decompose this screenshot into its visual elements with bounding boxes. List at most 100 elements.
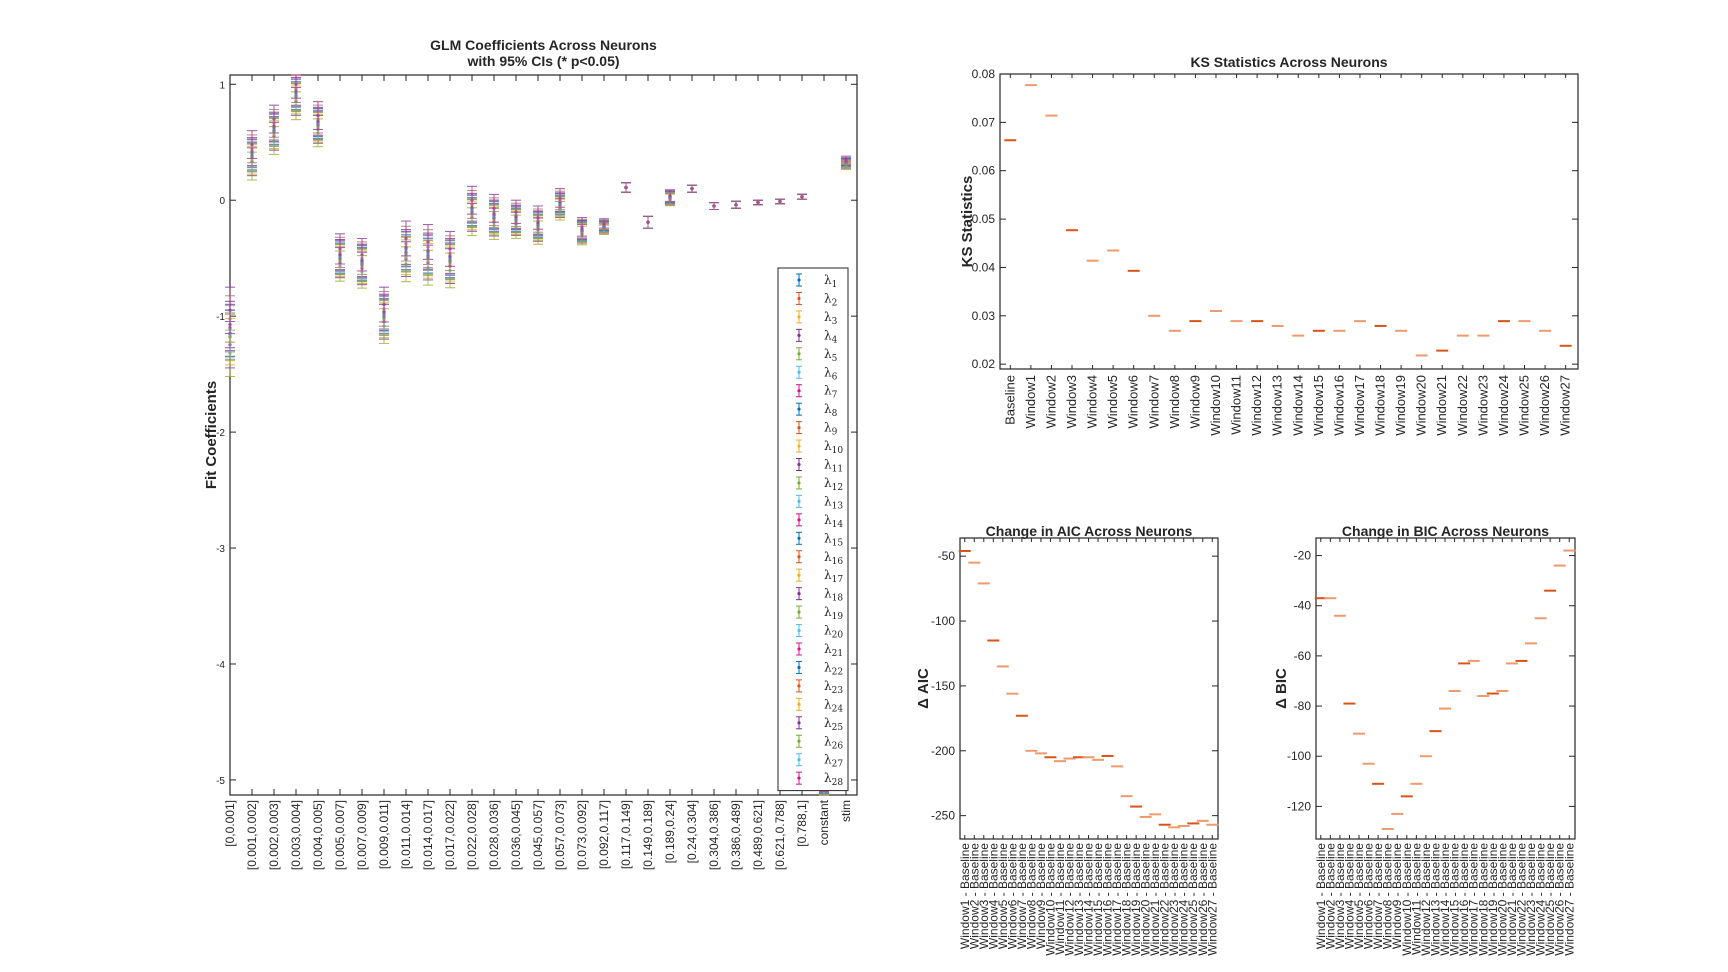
glm-ytick-label: -5	[216, 776, 225, 787]
glm-xtick-label: [0,0.001]	[223, 800, 237, 847]
glm-point	[448, 247, 452, 251]
glm-point	[536, 216, 540, 220]
legend-item: λ24	[796, 697, 843, 714]
ks-chart: 0.08 0.07 0.06 0.05 0.04 0.03 0.02 Baseline Wind…	[972, 67, 1579, 436]
glm-point	[338, 247, 342, 251]
bic-xtick-label: Window19 - Baseline	[1486, 843, 1500, 956]
legend-marker-icon	[797, 333, 801, 337]
glm-errorbar	[401, 220, 411, 257]
legend-label: λ24	[824, 697, 843, 714]
ks-xtick-label: Window5	[1105, 375, 1120, 428]
ks-xtick-label: Window20	[1414, 375, 1429, 436]
glm-errorbar	[511, 199, 521, 224]
legend-item: λ27	[796, 753, 843, 770]
aic-ytick-label: -100	[931, 614, 955, 628]
ks-xtick-label: Window11	[1229, 375, 1244, 435]
glm-xtick-label: [0.621,0.788]	[773, 800, 787, 870]
aic-ytick-label: -150	[931, 679, 955, 693]
legend-marker-icon	[797, 315, 801, 319]
bic-ytick-label: -20	[1294, 549, 1312, 563]
glm-xtick-label: [0.304,0.386]	[707, 800, 721, 870]
legend-marker-icon	[797, 536, 801, 540]
glm-xtick-label: [0.007,0.009]	[355, 800, 369, 870]
aic-xtick-label: Window11 - Baseline	[1053, 843, 1067, 955]
legend-marker-icon	[797, 684, 801, 688]
legend-marker-icon	[797, 573, 801, 577]
aic-xtick-label: Window23 - Baseline	[1167, 843, 1181, 956]
aic-xtick-label: Window22 - Baseline	[1158, 843, 1172, 956]
ks-axes-box	[999, 73, 1579, 370]
legend-item: λ16	[796, 550, 843, 567]
glm-legend: λ1λ2λ3λ4λ5λ6λ7λ8λ9λ10λ11λ12λ13λ14λ15λ16λ…	[777, 267, 849, 792]
legend-item: λ1	[796, 273, 837, 290]
bic-xtick-label: Window7 - Baseline	[1371, 843, 1385, 949]
legend-marker-icon	[797, 296, 801, 301]
bic-ytick-label: -120	[1287, 799, 1311, 813]
legend-label: λ27	[824, 753, 843, 770]
legend-item: λ18	[796, 587, 843, 604]
legend-marker-icon	[797, 462, 801, 467]
ks-ytick-label: 0.02	[972, 357, 996, 371]
bic-xtick-label: Window11 - Baseline	[1409, 843, 1423, 955]
glm-errorbar	[797, 193, 807, 200]
ks-xtick-label: Window1	[1023, 375, 1038, 428]
legend-label: λ25	[824, 716, 843, 733]
legend-label: λ16	[824, 550, 843, 567]
bic-xtick-label: Window24 - Baseline	[1534, 843, 1548, 956]
aic-xtick-label: Window18 - Baseline	[1120, 843, 1134, 956]
glm-errorbar	[555, 188, 565, 208]
legend-item: λ10	[796, 439, 843, 456]
legend-label: λ23	[824, 679, 843, 696]
glm-ylabel: Fit Coefficients	[203, 381, 220, 489]
legend-marker-icon	[797, 776, 801, 780]
bic-xtick-label: Window25 - Baseline	[1543, 843, 1557, 956]
legend-item: λ14	[796, 513, 843, 530]
glm-xtick-label: stim	[839, 800, 853, 822]
aic-xtick-label: Window1 - Baseline	[958, 843, 972, 949]
bic-title: Change in BIC Across Neurons	[1342, 523, 1549, 539]
ks-xtick-label: Window9	[1187, 375, 1202, 428]
glm-errorbar	[357, 237, 367, 272]
bic-xtick-label: Window17 - Baseline	[1467, 843, 1481, 956]
aic-ytick-label: -250	[931, 809, 955, 823]
glm-xtick-label: [0.002,0.003]	[267, 800, 281, 870]
legend-marker-icon	[797, 518, 801, 522]
aic-xtick-label: Window6 - Baseline	[1005, 843, 1019, 949]
legend-label: λ18	[824, 587, 843, 604]
glm-xtick-label: [0.045,0.057]	[531, 800, 545, 870]
aic-xtick-label: Window21 - Baseline	[1148, 843, 1162, 956]
ks-ytick-label: 0.06	[972, 164, 996, 178]
glm-xtick-label: [0.489,0.621]	[751, 800, 765, 870]
legend-item: λ7	[796, 384, 838, 401]
ks-xtick-label: Window16	[1331, 375, 1346, 436]
glm-point	[404, 236, 408, 241]
legend-box	[777, 267, 849, 792]
legend-label: λ28	[824, 771, 843, 788]
ks-ytick-label: 0.08	[972, 67, 996, 81]
bic-xtick-label: Window4 - Baseline	[1342, 843, 1356, 949]
glm-point	[756, 200, 760, 205]
aic-xtick-label: Window7 - Baseline	[1015, 843, 1029, 949]
legend-label: λ12	[824, 476, 843, 493]
ks-xtick-label: Baseline	[1002, 375, 1017, 425]
legend-marker-icon	[797, 610, 801, 614]
glm-point	[470, 198, 474, 202]
ks-xtick-label: Window17	[1352, 375, 1367, 436]
glm-xtick-label: [0.017,0.022]	[443, 800, 457, 870]
glm-errorbar	[291, 74, 301, 99]
glm-errorbar	[621, 182, 631, 193]
legend-label: λ6	[824, 365, 838, 382]
glm-point	[580, 225, 584, 229]
glm-point	[272, 117, 276, 121]
ks-xtick-label: Window2	[1043, 375, 1058, 428]
glm-xtick-label: [0.189,0.24]	[663, 800, 677, 863]
legend-marker-icon	[797, 739, 801, 743]
legend-item: λ6	[796, 365, 838, 382]
glm-point	[382, 302, 386, 307]
aic-xtick-label: Window4 - Baseline	[986, 843, 1000, 949]
aic-xtick-label: Window8 - Baseline	[1024, 843, 1038, 949]
glm-point	[360, 253, 364, 257]
legend-label: λ8	[824, 402, 838, 419]
glm-errorbar	[269, 104, 279, 134]
